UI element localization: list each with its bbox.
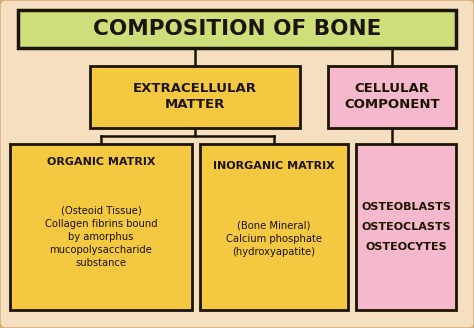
Text: (Bone Mineral)
Calcium phosphate
(hydroxyapatite): (Bone Mineral) Calcium phosphate (hydrox…	[226, 221, 322, 257]
Text: ORGANIC MATRIX: ORGANIC MATRIX	[47, 157, 155, 167]
FancyBboxPatch shape	[356, 144, 456, 310]
Text: COMPOSITION OF BONE: COMPOSITION OF BONE	[93, 19, 381, 39]
FancyBboxPatch shape	[18, 10, 456, 48]
FancyBboxPatch shape	[200, 144, 348, 310]
Text: (Osteoid Tissue)
Collagen fibrins bound
by amorphus
mucopolysaccharide
substance: (Osteoid Tissue) Collagen fibrins bound …	[45, 206, 157, 268]
Text: OSTEOBLASTS
OSTEOCLASTS
OSTEOCYTES: OSTEOBLASTS OSTEOCLASTS OSTEOCYTES	[361, 202, 451, 252]
FancyBboxPatch shape	[90, 66, 300, 128]
Text: CELLULAR
COMPONENT: CELLULAR COMPONENT	[344, 83, 440, 112]
FancyBboxPatch shape	[10, 144, 192, 310]
Text: EXTRACELLULAR
MATTER: EXTRACELLULAR MATTER	[133, 83, 257, 112]
FancyBboxPatch shape	[328, 66, 456, 128]
Text: INORGANIC MATRIX: INORGANIC MATRIX	[213, 161, 335, 171]
